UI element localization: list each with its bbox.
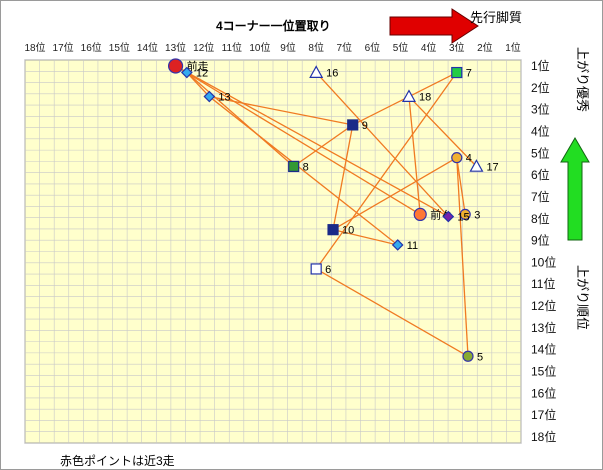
connector-line — [208, 96, 399, 246]
connector-line — [315, 72, 449, 218]
point-label: 前走 — [187, 59, 209, 73]
x-tick-label: 18位 — [24, 41, 45, 54]
y-tick-label: 18位 — [531, 429, 556, 444]
x-tick-label: 16位 — [81, 41, 102, 54]
point-label: 15 — [457, 212, 469, 224]
x-tick-label: 2位 — [477, 41, 493, 54]
point-label: 7 — [466, 68, 472, 80]
connector-line — [408, 96, 477, 167]
data-point — [469, 159, 484, 172]
point-label: 4 — [466, 153, 472, 165]
data-point — [442, 210, 455, 223]
y-tick-label: 1位 — [531, 58, 550, 73]
x-tick-label: 15位 — [109, 41, 130, 54]
data-point — [401, 89, 416, 102]
connector-line — [456, 157, 469, 357]
right-label-bottom: 上がり順位 — [575, 265, 590, 330]
data-point — [451, 66, 463, 79]
connector-line — [186, 72, 295, 167]
data-point — [167, 58, 184, 74]
y-tick-label: 6位 — [531, 167, 550, 182]
x-tick-label: 13位 — [165, 41, 186, 54]
x-tick-label: 4位 — [421, 41, 437, 54]
connector-line — [175, 65, 421, 215]
x-tick-label: 7位 — [337, 41, 353, 54]
green-arrow-icon — [560, 137, 590, 241]
x-tick-label: 11位 — [222, 41, 242, 54]
y-tick-label: 15位 — [531, 364, 556, 379]
connector-line — [332, 229, 398, 246]
y-tick-label: 8位 — [531, 211, 550, 226]
data-point — [451, 152, 463, 164]
x-tick-label: 9位 — [280, 41, 296, 54]
x-tick-label: 10位 — [249, 41, 270, 54]
point-label: 12 — [196, 68, 208, 80]
point-label: 13 — [218, 92, 230, 104]
x-tick-label: 3位 — [449, 41, 465, 54]
data-point — [309, 65, 324, 78]
y-tick-label: 10位 — [531, 254, 556, 269]
point-label: 18 — [419, 92, 431, 104]
x-tick-label: 17位 — [53, 41, 74, 54]
data-point — [459, 208, 471, 220]
connector-line — [408, 96, 421, 215]
x-tick-label: 1位 — [505, 41, 521, 54]
right-label-top: 上がり優秀 — [575, 47, 590, 112]
connector-line — [175, 65, 449, 218]
x-tick-label: 12位 — [193, 41, 214, 54]
red-arrow-icon — [389, 8, 479, 44]
data-point — [413, 207, 427, 221]
chart-title: 4コーナー一位置取り — [216, 18, 331, 33]
connector-line — [332, 124, 354, 230]
connector-line — [332, 157, 458, 231]
data-point — [310, 263, 322, 275]
y-tick-label: 9位 — [531, 233, 550, 248]
point-label: 17 — [486, 161, 498, 173]
connector-line — [293, 124, 354, 167]
y-tick-label: 16位 — [531, 385, 556, 400]
top-right-label: 先行脚質 — [470, 10, 522, 25]
data-point — [203, 90, 216, 103]
y-tick-label: 13位 — [531, 320, 556, 335]
connector-line — [456, 157, 466, 215]
point-label: 11 — [407, 240, 418, 252]
grid-lines — [24, 59, 522, 444]
connector-lines — [175, 65, 477, 357]
footnote: 赤色ポイントは近3走 — [60, 454, 175, 468]
data-point — [327, 224, 339, 236]
y-axis-ticks: 1位 2位 3位 4位 5位 6位 7位 8位 9位 10位 11位 12位 13位 14位 15位 16位 1… — [531, 58, 556, 444]
point-label: 8 — [303, 161, 309, 173]
connector-line — [315, 72, 458, 270]
y-tick-label: 12位 — [531, 298, 556, 313]
data-point — [462, 350, 474, 362]
y-tick-label: 2位 — [531, 80, 550, 95]
point-label: 16 — [326, 68, 338, 80]
point-label: 6 — [325, 264, 331, 276]
y-tick-label: 3位 — [531, 102, 550, 117]
data-point — [347, 119, 359, 131]
y-tick-label: 5位 — [531, 145, 550, 160]
x-axis-ticks: 18位 17位 16位 15位 14位 13位 12位 11位 10位 9位 8位 7位 6位 5位 4位 3… — [24, 41, 520, 54]
y-tick-label: 4位 — [531, 123, 550, 138]
point-label: 9 — [362, 120, 368, 132]
y-tick-label: 14位 — [531, 342, 556, 357]
connector-line — [315, 268, 469, 357]
y-tick-label: 17位 — [531, 407, 556, 422]
data-point — [180, 66, 193, 79]
connector-line — [209, 95, 353, 126]
x-tick-label: 5位 — [393, 41, 409, 54]
x-tick-label: 14位 — [137, 41, 158, 54]
point-label: 3 — [474, 209, 480, 221]
x-tick-label: 8位 — [308, 41, 324, 54]
y-tick-label: 11位 — [531, 276, 555, 291]
x-tick-label: 6位 — [365, 41, 381, 54]
data-point — [288, 160, 300, 172]
data-point — [391, 239, 404, 251]
point-label: 10 — [342, 225, 354, 237]
point-label: 5 — [477, 351, 483, 363]
y-tick-label: 7位 — [531, 189, 550, 204]
